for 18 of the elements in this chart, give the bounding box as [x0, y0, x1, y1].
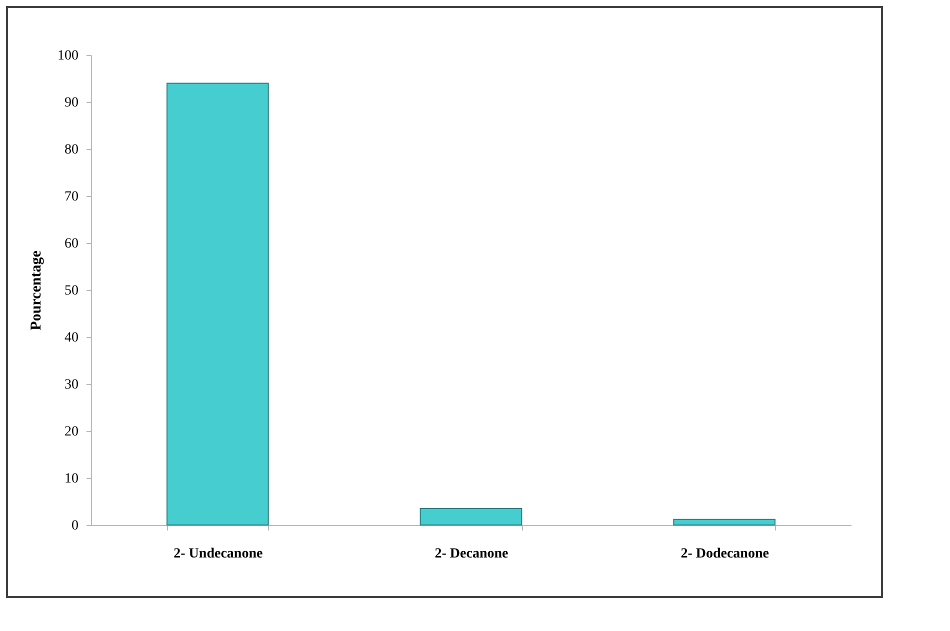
y-tick-label: 60 [64, 236, 78, 252]
y-tick-label: 50 [64, 284, 78, 298]
x-tick-label: 2- Undecanone [174, 546, 263, 562]
x-tick-label: 2- Decanone [434, 546, 508, 562]
y-tick-label: 0 [72, 518, 78, 534]
y-tick-label: 90 [64, 96, 78, 110]
y-tick-label: 40 [64, 330, 78, 346]
x-tick-label: 2- Dodecanone [680, 546, 769, 562]
y-tick-label: 10 [64, 472, 78, 486]
bar [673, 518, 776, 526]
y-tick-label: 80 [64, 142, 78, 158]
bar [166, 82, 269, 526]
y-tick-label: 30 [64, 378, 78, 392]
y-tick-label: 20 [64, 424, 78, 440]
y-tick-label: 70 [64, 190, 78, 204]
y-axis-title: Pourcentage [28, 250, 44, 330]
y-tick-label: 100 [58, 48, 78, 64]
bar [420, 508, 522, 526]
